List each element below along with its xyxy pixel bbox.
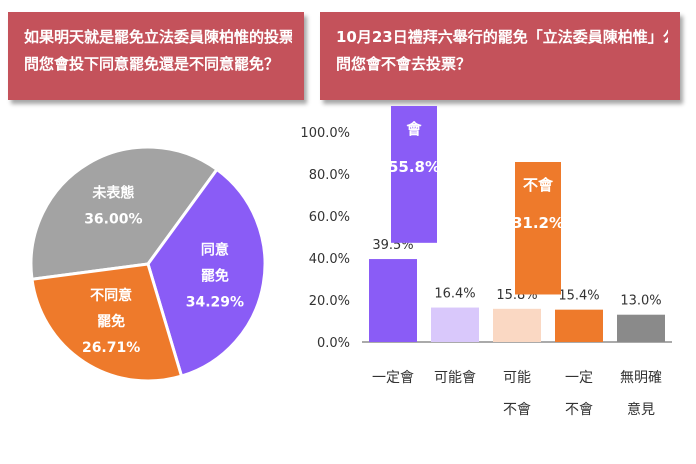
pie-slice-label: 不同意: [90, 287, 132, 304]
bar-value-label: 13.0%: [620, 294, 661, 309]
bar-value-label: 15.4%: [558, 289, 599, 304]
x-category-label: 一定會: [372, 370, 414, 386]
bar-value-label: 16.4%: [434, 287, 475, 302]
callout-value: 31.2%: [512, 214, 564, 232]
pie-slice-label: 罷免: [201, 267, 229, 284]
y-tick-label: 100.0%: [300, 126, 350, 141]
left-question-line1: 如果明天就是罷免立法委員陳柏惟的投票日，請: [24, 28, 292, 46]
bar: [493, 308, 541, 342]
y-tick-label: 20.0%: [309, 294, 350, 309]
y-tick-label: 60.0%: [309, 210, 350, 225]
left-question-banner: 如果明天就是罷免立法委員陳柏惟的投票日，請 問您會投下同意罷免還是不同意罷免？: [8, 12, 304, 100]
y-tick-label: 0.0%: [317, 336, 350, 351]
bar: [369, 259, 417, 342]
pie-slice-label: 罷免: [97, 313, 125, 330]
left-question-line2: 問您會投下同意罷免還是不同意罷免？: [24, 55, 280, 73]
pie-slice-label: 26.71%: [82, 340, 140, 356]
callout-label: 不會: [523, 176, 554, 194]
x-category-label: 意見: [627, 401, 655, 418]
y-tick-label: 80.0%: [309, 168, 350, 183]
x-category-label: 一定: [565, 370, 593, 386]
callout-box: [515, 162, 561, 295]
bar: [617, 314, 665, 342]
pie-slice-label: 同意: [201, 241, 229, 258]
x-category-label: 可能: [503, 370, 531, 386]
x-category-label: 無明確: [620, 370, 662, 386]
callout-box: [391, 106, 437, 243]
pie-slice-label: 未表態: [92, 185, 134, 202]
right-question-line2: 問您會不會去投票？: [336, 55, 472, 73]
pie-slice-label: 34.29%: [186, 294, 244, 310]
right-question-banner: 10月23日禮拜六舉行的罷免「立法委員陳柏惟」公民投票，請 問您會不會去投票？: [320, 12, 680, 100]
callout-label: 會: [406, 120, 422, 138]
pie-slice: [146, 167, 267, 378]
callout-value: 55.8%: [388, 158, 440, 176]
x-category-label: 不會: [503, 402, 531, 418]
x-category-label: 不會: [565, 402, 593, 418]
bar: [431, 307, 479, 342]
pie-slice-label: 36.00%: [84, 212, 142, 228]
x-category-label: 可能會: [434, 370, 476, 386]
pie-slice: [30, 262, 184, 383]
pie-slice: [29, 145, 220, 281]
y-tick-label: 40.0%: [309, 252, 350, 267]
right-question-line1: 10月23日禮拜六舉行的罷免「立法委員陳柏惟」公民投票，請: [336, 28, 668, 46]
bar: [555, 309, 603, 342]
